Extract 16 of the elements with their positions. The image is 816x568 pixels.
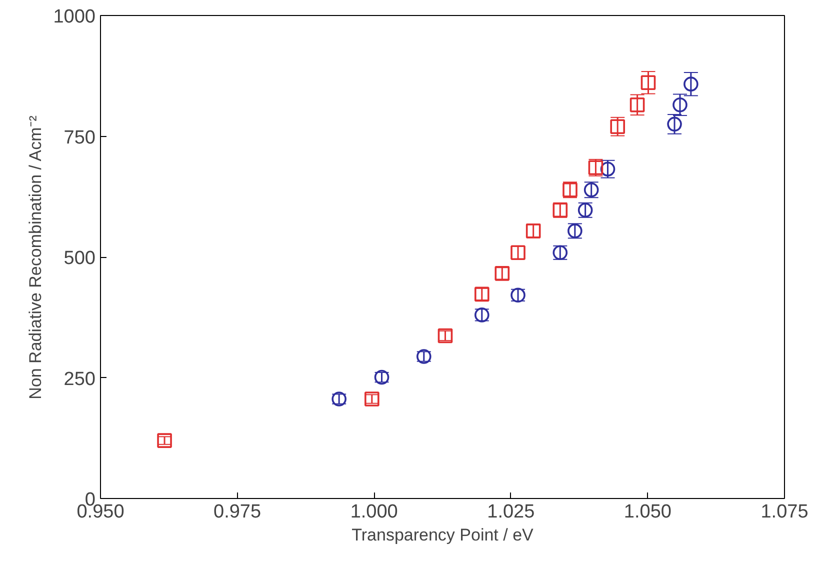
y-tick-label: 500	[64, 248, 96, 269]
x-tick-label: 1.000	[350, 502, 398, 522]
x-tick-label: 1.050	[624, 502, 672, 522]
point	[672, 97, 688, 112]
point	[684, 76, 698, 92]
y-tick-label: 750	[64, 127, 96, 148]
point	[640, 75, 656, 90]
x-tick-label: 1.075	[760, 502, 808, 522]
point	[610, 119, 626, 134]
x-tick-label: 0.975	[214, 502, 262, 522]
y-tick-label: 250	[64, 368, 96, 390]
x-axis-title: Transparency Point / eV	[352, 526, 534, 544]
point	[630, 97, 645, 112]
y-axis-title: Non Radiative Recombination / Acm⁻²	[26, 115, 46, 400]
x-tick-label: 1.025	[487, 502, 535, 522]
y-tick-label: 1000	[53, 6, 96, 28]
